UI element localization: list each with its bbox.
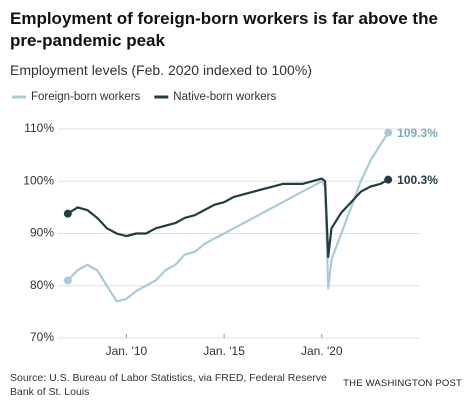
chart-title: Employment of foreign-born workers is fa… (10, 9, 438, 50)
y-tick-label: 110% (24, 121, 54, 135)
y-tick-label: 90% (30, 226, 54, 240)
y-tick-label: 70% (30, 330, 54, 344)
series-line (67, 177, 389, 259)
series-line (66, 132, 390, 303)
x-tick-label: Jan. '20 (301, 344, 343, 358)
brand: THE WASHINGTON POST (343, 378, 462, 389)
legend-label: Native-born workers (173, 91, 276, 103)
source-note: Source: U.S. Bureau of Labor Statistics,… (10, 372, 327, 398)
chart-subtitle: Employment levels (Feb. 2020 indexed to … (10, 62, 312, 78)
end-dot (384, 175, 393, 184)
start-dot (63, 209, 72, 218)
x-tick-label: Jan. '15 (203, 344, 245, 358)
end-dot (384, 128, 393, 137)
end-label: 109.3% (397, 126, 438, 140)
y-tick-label: 80% (30, 278, 54, 292)
start-dot (63, 276, 72, 285)
y-tick-label: 100% (23, 173, 54, 187)
end-label: 100.3% (397, 173, 438, 187)
x-tick-label: Jan. '10 (106, 344, 148, 358)
legend-label: Foreign-born workers (31, 91, 141, 103)
